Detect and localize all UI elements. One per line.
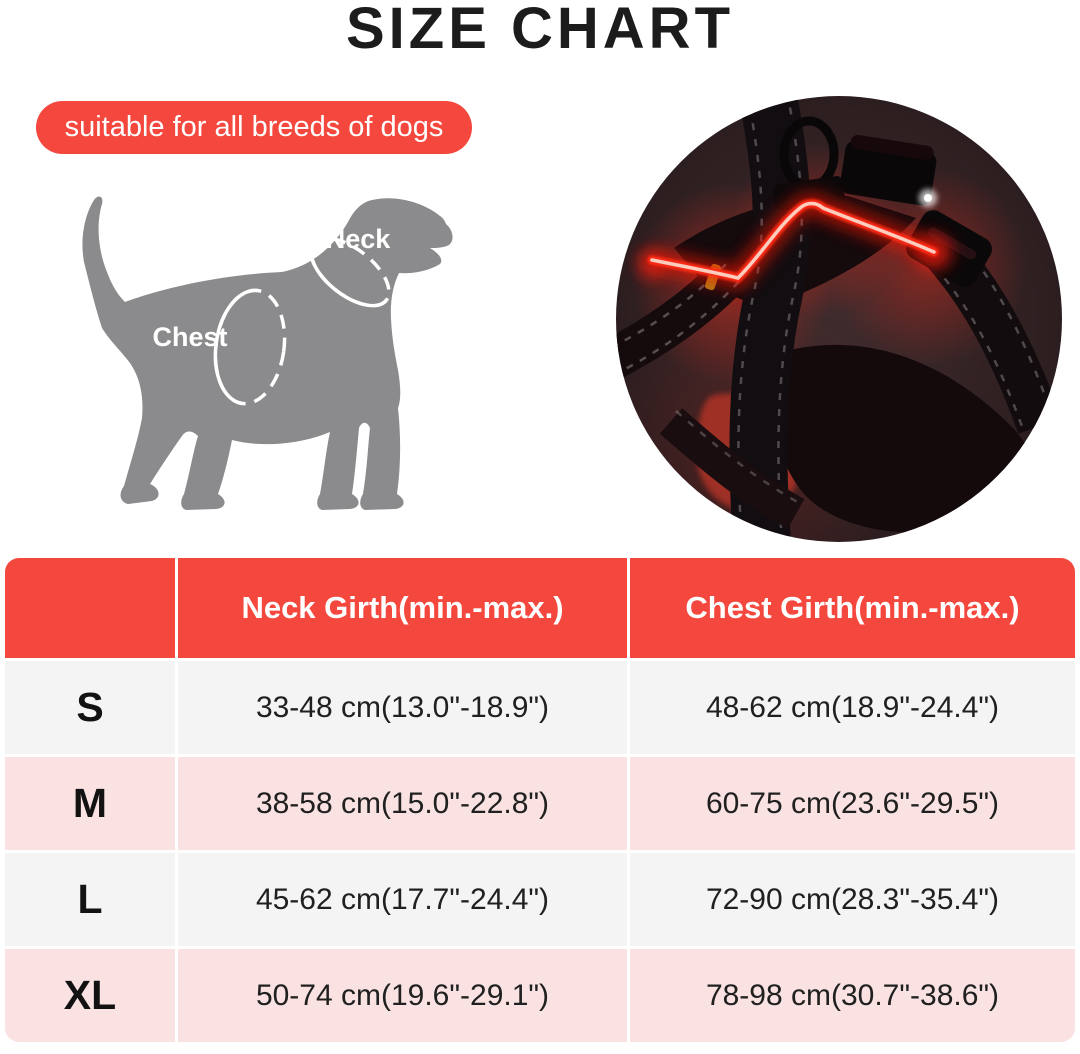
dog-measurement-diagram: Chest Neck bbox=[82, 196, 453, 510]
neck-label: Neck bbox=[326, 224, 392, 254]
size-table: Neck Girth(min.-max.) Chest Girth(min.-m… bbox=[5, 558, 1075, 1042]
banner: suitable for all breeds of dogs bbox=[36, 101, 472, 154]
belly-pad bbox=[773, 344, 1036, 533]
lower-left-strap bbox=[659, 408, 805, 529]
chest-girth-cell-m: 60-75 cm(23.6"-29.5") bbox=[630, 754, 1075, 850]
battery-box bbox=[839, 134, 937, 206]
size-cell-xl: XL bbox=[5, 946, 178, 1042]
banner-label: suitable for all breeds of dogs bbox=[64, 111, 444, 143]
front-strap bbox=[729, 96, 811, 542]
size-cell-m: M bbox=[5, 754, 178, 850]
chest-girth-cell-xl: 78-98 cm(30.7"-38.6") bbox=[630, 946, 1075, 1042]
led-strip bbox=[641, 192, 945, 291]
harness-illustration bbox=[616, 96, 1062, 542]
led-harness-photo bbox=[616, 96, 1062, 542]
neck-girth-cell-s: 33-48 cm(13.0"-18.9") bbox=[178, 658, 630, 754]
neck-girth-ellipse bbox=[309, 236, 391, 308]
header-chest-girth: Chest Girth(min.-max.) bbox=[630, 558, 1075, 658]
chest-girth-cell-s: 48-62 cm(18.9"-24.4") bbox=[630, 658, 1075, 754]
neck-girth-cell-xl: 50-74 cm(19.6"-29.1") bbox=[178, 946, 630, 1042]
size-cell-s: S bbox=[5, 658, 178, 754]
size-cell-l: L bbox=[5, 850, 178, 946]
page-title: SIZE CHART bbox=[346, 0, 734, 61]
header-neck-girth: Neck Girth(min.-max.) bbox=[178, 558, 630, 658]
chest-girth-cell-l: 72-90 cm(28.3"-35.4") bbox=[630, 850, 1075, 946]
battery-indicator-led bbox=[919, 189, 937, 207]
neck-girth-cell-l: 45-62 cm(17.7"-24.4") bbox=[178, 850, 630, 946]
neck-girth-cell-m: 38-58 cm(15.0"-22.8") bbox=[178, 754, 630, 850]
dog-silhouette bbox=[82, 196, 453, 510]
chest-label: Chest bbox=[152, 322, 227, 352]
header-size bbox=[5, 558, 178, 658]
